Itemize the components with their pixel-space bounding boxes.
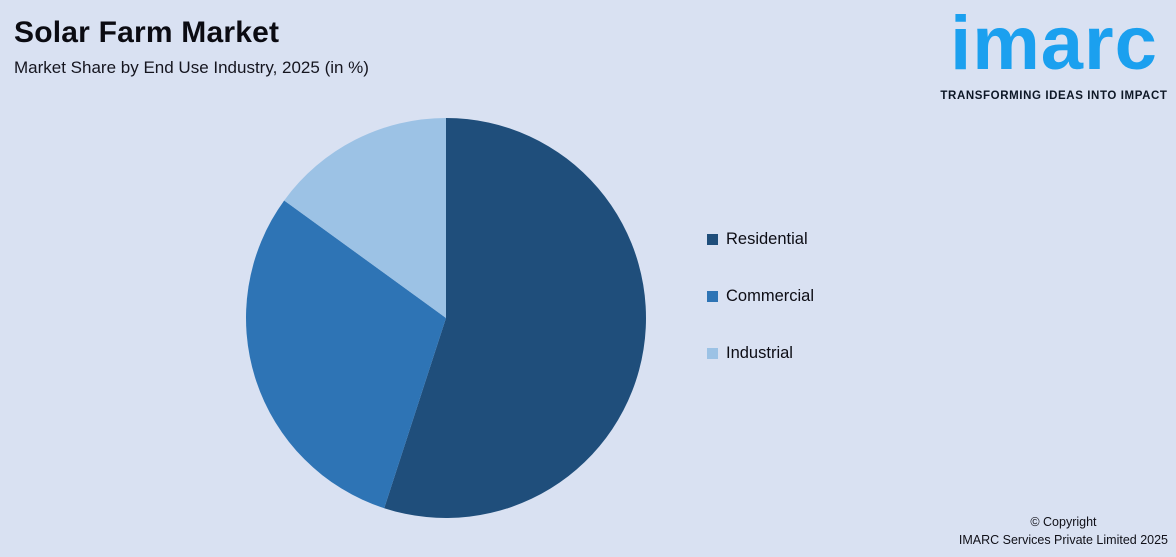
pie-slice-residential — [384, 118, 647, 519]
pie-chart — [245, 118, 647, 519]
copyright-line-2: IMARC Services Private Limited 2025 — [958, 532, 1168, 547]
copyright-line-1: © Copyright — [1030, 514, 1097, 529]
chart-subtitle: Market Share by End Use Industry, 2025 (… — [14, 57, 369, 77]
legend-swatch-residential — [707, 233, 718, 245]
pie-chart-container — [244, 116, 648, 520]
legend-swatch-industrial — [707, 347, 718, 359]
imarc-logo-tagline: TRANSFORMING IDEAS INTO IMPACT — [940, 90, 1168, 102]
legend-item-commercial: Commercial — [707, 285, 814, 307]
imarc-logo: imarc TRANSFORMING IDEAS INTO IMPACT — [936, 0, 1172, 102]
chart-legend: Residential Commercial Industrial — [707, 228, 814, 364]
imarc-logo-wordmark: imarc — [950, 1, 1158, 86]
pie-slice-commercial — [245, 200, 446, 509]
copyright-notice: © Copyright IMARC Services Private Limit… — [959, 513, 1168, 549]
legend-label: Residential — [726, 229, 808, 248]
chart-header: Solar Farm Market Market Share by End Us… — [14, 16, 369, 78]
legend-label: Industrial — [726, 343, 793, 362]
page-title: Solar Farm Market — [14, 16, 280, 49]
legend-label: Commercial — [726, 286, 815, 305]
legend-item-residential: Residential — [707, 228, 814, 250]
pie-slice-industrial — [284, 118, 446, 318]
legend-swatch-commercial — [707, 290, 718, 302]
legend-item-industrial: Industrial — [707, 342, 814, 364]
